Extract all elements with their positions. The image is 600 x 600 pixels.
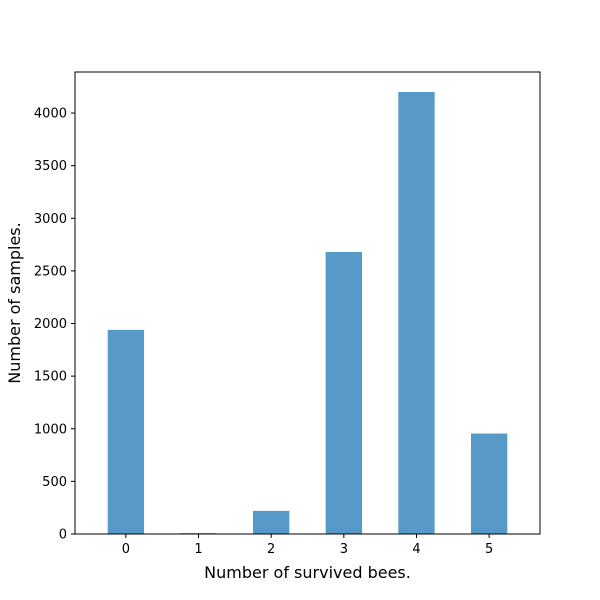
y-tick-label: 3000 [34,212,67,227]
x-axis-ticks: 0 1 2 3 4 5 [122,534,493,557]
x-tick-label: 4 [412,542,420,557]
x-tick-label: 5 [485,542,493,557]
x-tick-label: 3 [340,542,348,557]
x-axis-title: Number of survived bees. [204,563,411,582]
x-tick-label: 2 [267,542,275,557]
x-tick-label: 0 [122,542,130,557]
plot-frame [74,71,541,535]
y-axis-ticks: 0 500 1000 1500 2000 2500 3000 3500 4000 [34,107,75,543]
bars-layer [107,92,508,534]
y-tick-label: 2500 [34,264,67,279]
bar-2 [253,510,290,534]
bar-3 [325,251,362,534]
y-tick-label: 500 [42,475,67,490]
y-tick-label: 1000 [34,422,67,437]
bar-5 [470,433,508,534]
y-tick-label: 0 [59,528,67,543]
y-tick-label: 3500 [34,159,67,174]
y-tick-label: 4000 [34,107,67,122]
bar-4 [398,92,435,534]
y-tick-label: 1500 [34,370,67,385]
bar-0 [107,329,145,534]
x-tick-label: 1 [194,542,202,557]
y-axis-title: Number of samples. [5,222,24,383]
plot-background [75,72,540,534]
y-tick-label: 2000 [34,317,67,332]
